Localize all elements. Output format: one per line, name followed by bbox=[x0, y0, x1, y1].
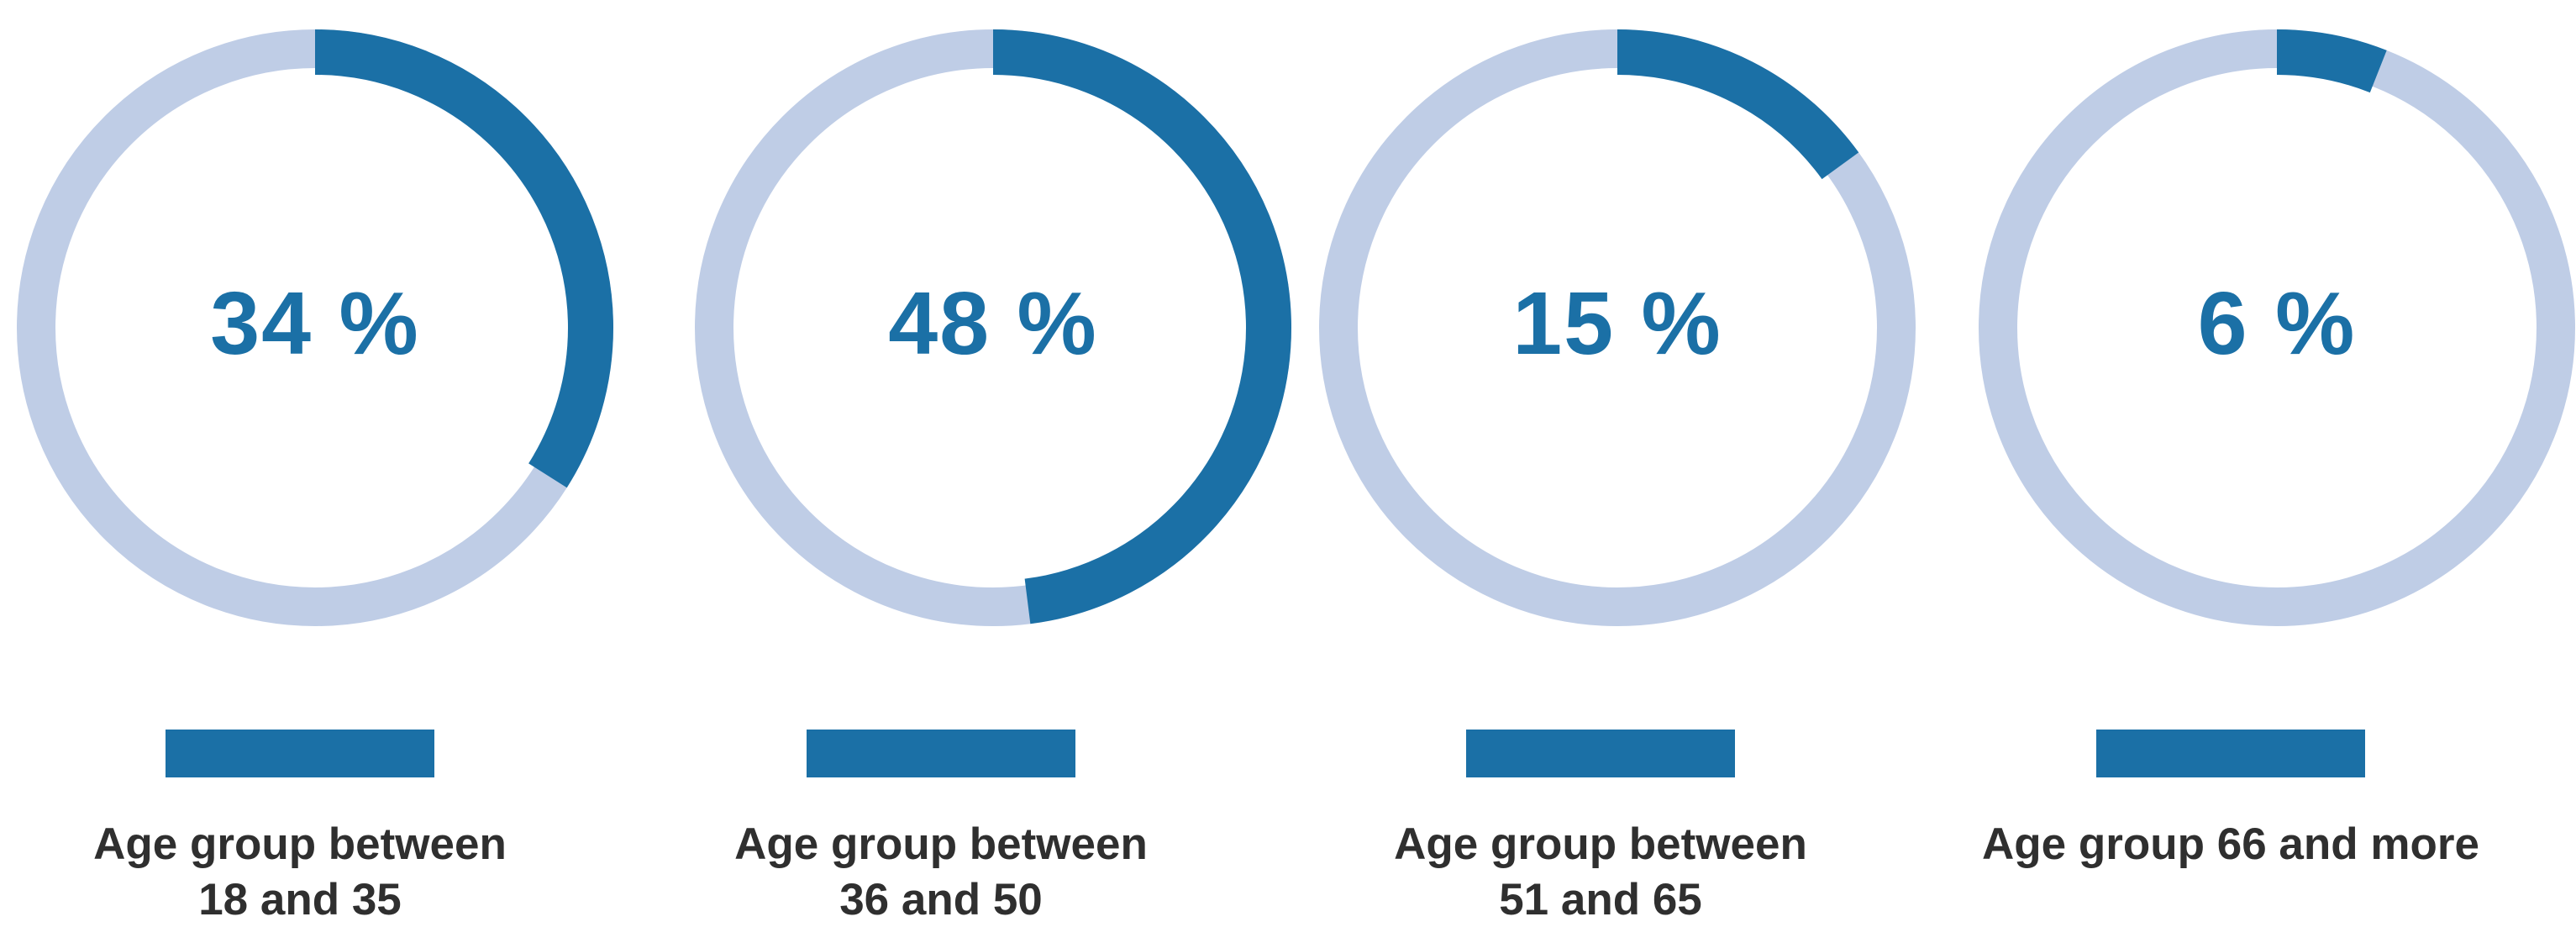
donut-ring bbox=[1979, 29, 2575, 626]
legend-color-swatch bbox=[807, 730, 1075, 777]
donut-ring bbox=[695, 29, 1291, 626]
donut-ring bbox=[17, 29, 613, 626]
legend-label: Age group between 51 and 65 bbox=[1394, 819, 1807, 925]
donut-value-arc bbox=[17, 29, 613, 626]
donut-value-arc bbox=[695, 29, 1291, 626]
legend-color-swatch bbox=[2096, 730, 2365, 777]
donut-value-arc bbox=[1319, 29, 1916, 626]
legend-label: Age group between 36 and 50 bbox=[734, 819, 1148, 925]
legend-color-swatch bbox=[166, 730, 434, 777]
donut-percentage-value: 34 % bbox=[210, 274, 420, 373]
donut-percentage-value: 15 % bbox=[1512, 274, 1722, 373]
donut-value-arc bbox=[1979, 29, 2575, 626]
donut-ring bbox=[1319, 29, 1916, 626]
legend-label: Age group 66 and more bbox=[1982, 819, 2479, 869]
donut-percentage-value: 6 % bbox=[2197, 274, 2357, 373]
legend-label: Age group between 18 and 35 bbox=[93, 819, 507, 925]
donut-percentage-value: 48 % bbox=[888, 274, 1098, 373]
legend-color-swatch bbox=[1466, 730, 1735, 777]
